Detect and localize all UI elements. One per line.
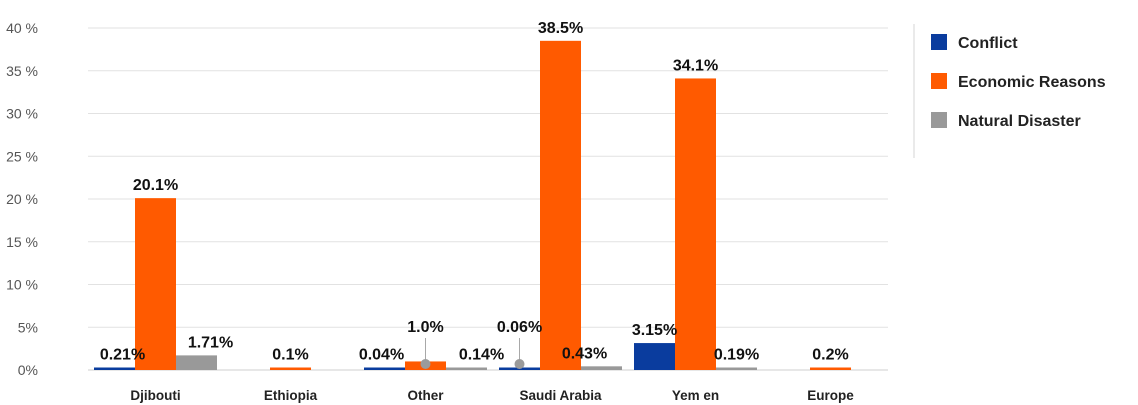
bar-yem-en-economic-reasons <box>675 78 716 370</box>
bar-djibouti-conflict <box>94 367 135 370</box>
y-tick-label-10: 10 % <box>6 277 38 293</box>
y-tick-label-20: 20 % <box>6 191 38 207</box>
y-tick-label-25: 25 % <box>6 148 38 164</box>
data-label-saudi-arabia-economic-reasons: 38.5% <box>538 20 583 37</box>
data-label-europe-economic-reasons: 0.2% <box>812 347 848 364</box>
legend-swatch-economic-reasons <box>931 73 947 89</box>
x-category-label-yem-en: Yem en <box>672 388 719 403</box>
x-category-label-djibouti: Djibouti <box>130 388 180 403</box>
bar-europe-economic-reasons <box>810 367 851 370</box>
leader-dot <box>420 359 431 369</box>
bar-other-natural-disaster <box>446 367 487 370</box>
y-tick-label-0: 0% <box>18 362 38 378</box>
bar-djibouti-natural-disaster <box>176 355 217 370</box>
data-label-djibouti-conflict: 0.21% <box>100 347 145 364</box>
legend-swatch-natural-disaster <box>931 112 947 128</box>
data-label-saudi-arabia-natural-disaster: 0.43% <box>562 345 607 362</box>
data-label-saudi-arabia-conflict: 0.06% <box>497 319 542 336</box>
bar-ethiopia-economic-reasons <box>270 367 311 370</box>
bars <box>94 40 851 370</box>
y-axis-ticks: 0% 5% 10 % 15 % 20 % 25 % 30 % 35 % 40 % <box>6 20 38 378</box>
y-tick-label-30: 30 % <box>6 106 38 122</box>
data-label-ethiopia-economic-reasons: 0.1% <box>272 347 308 364</box>
x-category-label-ethiopia: Ethiopia <box>264 388 318 403</box>
y-tick-label-40: 40 % <box>6 20 38 36</box>
gridlines <box>88 27 888 371</box>
x-category-label-europe: Europe <box>807 388 854 403</box>
legend: Conflict Economic Reasons Natural Disaster <box>913 24 1106 158</box>
data-label-other-economic-reasons: 1.0% <box>407 319 443 336</box>
data-label-yem-en-natural-disaster: 0.19% <box>714 347 759 364</box>
data-label-yem-en-economic-reasons: 34.1% <box>673 57 718 74</box>
data-labels: 0.21% 20.1% 1.71% 0.1% 0.04%1.0% 0.14% 0.06% 38… <box>100 20 849 364</box>
bar-yem-en-natural-disaster <box>716 367 757 370</box>
data-label-other-natural-disaster: 0.14% <box>459 347 504 364</box>
bar-djibouti-economic-reasons <box>135 198 176 370</box>
legend-label-natural-disaster: Natural Disaster <box>958 113 1081 130</box>
x-category-label-other: Other <box>407 388 444 403</box>
data-label-djibouti-natural-disaster: 1.71% <box>188 334 233 351</box>
bar-yem-en-conflict <box>634 343 675 370</box>
legend-swatch-conflict <box>931 34 947 50</box>
label-leaders <box>420 338 525 369</box>
bar-other-conflict <box>364 367 405 370</box>
bar-saudi-arabia-natural-disaster <box>581 366 622 370</box>
x-category-label-saudi-arabia: Saudi Arabia <box>519 388 602 403</box>
data-label-other-conflict: 0.04% <box>359 347 404 364</box>
x-axis-categories: Djibouti Ethiopia Other Saudi Arabia Yem en E… <box>130 388 854 403</box>
y-tick-label-35: 35 % <box>6 63 38 79</box>
legend-label-economic-reasons: Economic Reasons <box>958 74 1106 91</box>
data-label-djibouti-economic-reasons: 20.1% <box>133 177 178 194</box>
leader-dot <box>514 359 525 369</box>
legend-label-conflict: Conflict <box>958 35 1018 52</box>
data-label-yem-en-conflict: 3.15% <box>632 322 677 339</box>
y-tick-label-5: 5% <box>18 319 38 335</box>
y-tick-label-15: 15 % <box>6 234 38 250</box>
bar-saudi-arabia-economic-reasons <box>540 40 581 370</box>
